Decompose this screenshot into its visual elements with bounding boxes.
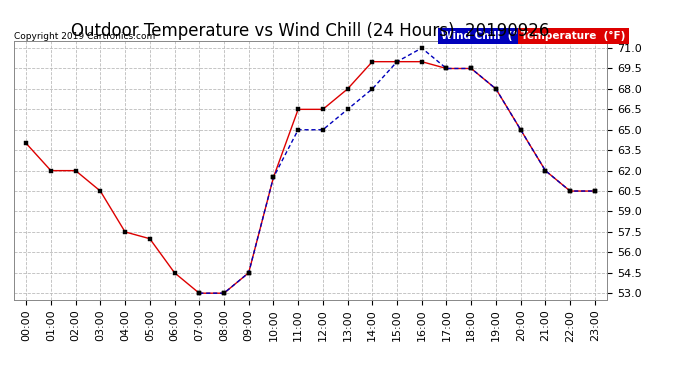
Title: Outdoor Temperature vs Wind Chill (24 Hours)  20190926: Outdoor Temperature vs Wind Chill (24 Ho… — [71, 22, 550, 40]
Text: Wind Chill  (°F): Wind Chill (°F) — [441, 31, 529, 41]
Text: Temperature  (°F): Temperature (°F) — [521, 31, 626, 41]
Text: Copyright 2019 Cartronics.com: Copyright 2019 Cartronics.com — [14, 32, 155, 41]
